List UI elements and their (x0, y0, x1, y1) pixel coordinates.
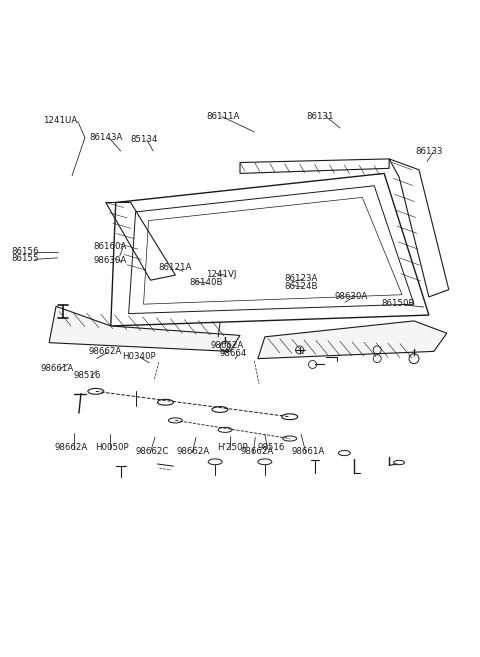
Text: 86155: 86155 (11, 254, 38, 263)
Text: 86160A: 86160A (94, 242, 127, 251)
Text: 98516: 98516 (258, 443, 285, 452)
Text: 86121A: 86121A (158, 263, 192, 273)
Text: 98662A: 98662A (55, 443, 88, 452)
Text: 86124B: 86124B (284, 282, 317, 290)
Text: 85134: 85134 (130, 135, 158, 145)
Text: 98516: 98516 (74, 371, 101, 380)
Text: 98630A: 98630A (94, 256, 127, 265)
Polygon shape (258, 321, 447, 359)
Text: H0050P: H0050P (96, 443, 129, 452)
Text: 98630A: 98630A (335, 292, 368, 301)
Text: 86133: 86133 (415, 147, 443, 156)
Text: 98662C: 98662C (135, 447, 168, 456)
Text: 86150B: 86150B (381, 299, 415, 308)
Text: 86123A: 86123A (284, 274, 317, 283)
Text: H0340P: H0340P (121, 351, 155, 361)
Text: 86140B: 86140B (189, 278, 222, 286)
Text: 98662A: 98662A (210, 341, 244, 350)
Text: 98664: 98664 (220, 350, 247, 358)
Text: H'250P: H'250P (217, 443, 248, 452)
Text: 86156: 86156 (11, 246, 38, 256)
Text: 1241VJ: 1241VJ (205, 269, 236, 279)
Text: 86111A: 86111A (206, 112, 240, 121)
Text: 86131: 86131 (307, 112, 334, 121)
Text: 98662A: 98662A (241, 447, 274, 456)
Text: 98661A: 98661A (40, 363, 74, 373)
Text: 1241UA: 1241UA (43, 116, 77, 125)
Text: 98662A: 98662A (177, 447, 210, 456)
Text: 98661A: 98661A (291, 447, 324, 456)
Polygon shape (49, 306, 240, 351)
Text: 86143A: 86143A (90, 133, 123, 142)
Text: 98662A: 98662A (89, 347, 122, 356)
